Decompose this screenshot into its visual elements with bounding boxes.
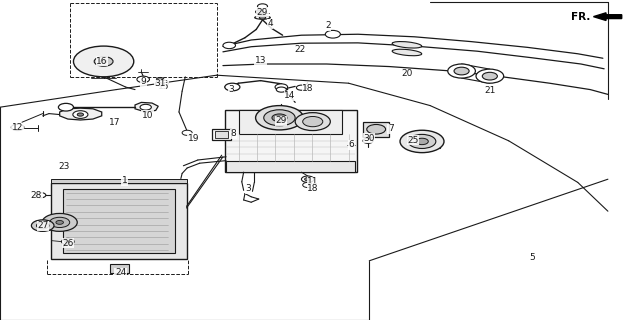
Circle shape bbox=[303, 182, 313, 188]
Text: 24: 24 bbox=[115, 268, 126, 277]
Ellipse shape bbox=[392, 49, 422, 56]
Circle shape bbox=[476, 69, 504, 83]
Text: 3: 3 bbox=[245, 184, 251, 193]
Text: 14: 14 bbox=[284, 92, 296, 100]
Bar bbox=[51, 183, 187, 259]
Polygon shape bbox=[135, 102, 158, 112]
Circle shape bbox=[482, 72, 497, 80]
Polygon shape bbox=[593, 13, 622, 20]
Circle shape bbox=[256, 10, 263, 14]
Circle shape bbox=[11, 124, 24, 131]
Bar bbox=[212, 129, 231, 140]
Circle shape bbox=[156, 77, 164, 81]
Bar bbox=[226, 161, 355, 172]
Text: 21: 21 bbox=[484, 86, 495, 95]
Text: 29: 29 bbox=[276, 116, 287, 125]
Circle shape bbox=[73, 111, 88, 118]
Bar bbox=[63, 189, 175, 253]
Text: 4: 4 bbox=[268, 20, 273, 28]
Circle shape bbox=[276, 87, 286, 92]
Text: 8: 8 bbox=[230, 129, 237, 138]
Text: 30: 30 bbox=[364, 134, 375, 143]
Text: 16: 16 bbox=[96, 57, 107, 66]
Circle shape bbox=[272, 114, 287, 122]
Circle shape bbox=[325, 30, 340, 38]
Circle shape bbox=[275, 84, 288, 90]
Text: 31: 31 bbox=[154, 79, 166, 88]
Bar bbox=[110, 264, 129, 273]
Text: 5: 5 bbox=[529, 253, 536, 262]
Text: 7: 7 bbox=[387, 124, 394, 133]
Circle shape bbox=[137, 76, 149, 83]
Bar bbox=[51, 179, 187, 183]
Text: FR.: FR. bbox=[571, 12, 590, 22]
Circle shape bbox=[454, 67, 469, 75]
Text: 28: 28 bbox=[31, 191, 42, 200]
Circle shape bbox=[100, 60, 107, 63]
Bar bbox=[363, 122, 389, 137]
Ellipse shape bbox=[392, 42, 422, 48]
Text: 6: 6 bbox=[349, 140, 355, 149]
Text: 18: 18 bbox=[302, 84, 313, 93]
Text: 2: 2 bbox=[325, 21, 330, 30]
Circle shape bbox=[50, 217, 70, 228]
Circle shape bbox=[156, 80, 168, 86]
Text: 15: 15 bbox=[158, 82, 169, 91]
Text: 27: 27 bbox=[37, 221, 48, 230]
Bar bbox=[405, 135, 440, 148]
Circle shape bbox=[36, 222, 49, 229]
Circle shape bbox=[56, 220, 63, 224]
Text: 29: 29 bbox=[257, 8, 268, 17]
Text: 3: 3 bbox=[228, 85, 234, 94]
Bar bbox=[239, 110, 342, 134]
Bar bbox=[215, 131, 228, 138]
Circle shape bbox=[367, 124, 386, 134]
Circle shape bbox=[296, 85, 306, 90]
Circle shape bbox=[140, 104, 151, 110]
Circle shape bbox=[259, 16, 266, 19]
Text: 10: 10 bbox=[142, 111, 153, 120]
Circle shape bbox=[182, 130, 192, 135]
Circle shape bbox=[31, 220, 54, 231]
Circle shape bbox=[62, 238, 74, 245]
Bar bbox=[225, 110, 357, 172]
Text: 22: 22 bbox=[295, 45, 306, 54]
Text: 19: 19 bbox=[188, 134, 199, 143]
Polygon shape bbox=[60, 108, 102, 120]
Circle shape bbox=[264, 110, 295, 126]
Text: 25: 25 bbox=[408, 136, 419, 145]
Circle shape bbox=[305, 178, 311, 181]
Text: 23: 23 bbox=[58, 162, 70, 171]
Circle shape bbox=[42, 213, 77, 231]
Text: 20: 20 bbox=[401, 69, 413, 78]
Circle shape bbox=[257, 4, 268, 9]
Ellipse shape bbox=[255, 16, 270, 19]
Text: 9: 9 bbox=[140, 77, 146, 86]
Text: 13: 13 bbox=[255, 56, 266, 65]
Circle shape bbox=[295, 113, 330, 131]
Circle shape bbox=[94, 57, 113, 66]
Circle shape bbox=[303, 116, 323, 127]
Circle shape bbox=[301, 176, 314, 182]
Circle shape bbox=[223, 42, 236, 49]
Text: 1: 1 bbox=[121, 176, 127, 185]
Circle shape bbox=[77, 113, 84, 116]
Text: 18: 18 bbox=[307, 184, 318, 193]
Circle shape bbox=[65, 240, 71, 243]
Circle shape bbox=[277, 107, 286, 112]
Text: 11: 11 bbox=[307, 177, 318, 186]
Circle shape bbox=[363, 138, 373, 143]
Circle shape bbox=[408, 134, 436, 148]
Text: 17: 17 bbox=[109, 118, 120, 127]
Text: 12: 12 bbox=[12, 124, 23, 132]
Circle shape bbox=[58, 103, 73, 111]
Circle shape bbox=[73, 46, 134, 77]
Circle shape bbox=[400, 130, 444, 153]
Circle shape bbox=[36, 193, 46, 198]
Circle shape bbox=[416, 138, 428, 145]
Circle shape bbox=[448, 64, 475, 78]
Circle shape bbox=[225, 83, 240, 91]
Text: 26: 26 bbox=[62, 239, 73, 248]
Circle shape bbox=[256, 106, 303, 130]
